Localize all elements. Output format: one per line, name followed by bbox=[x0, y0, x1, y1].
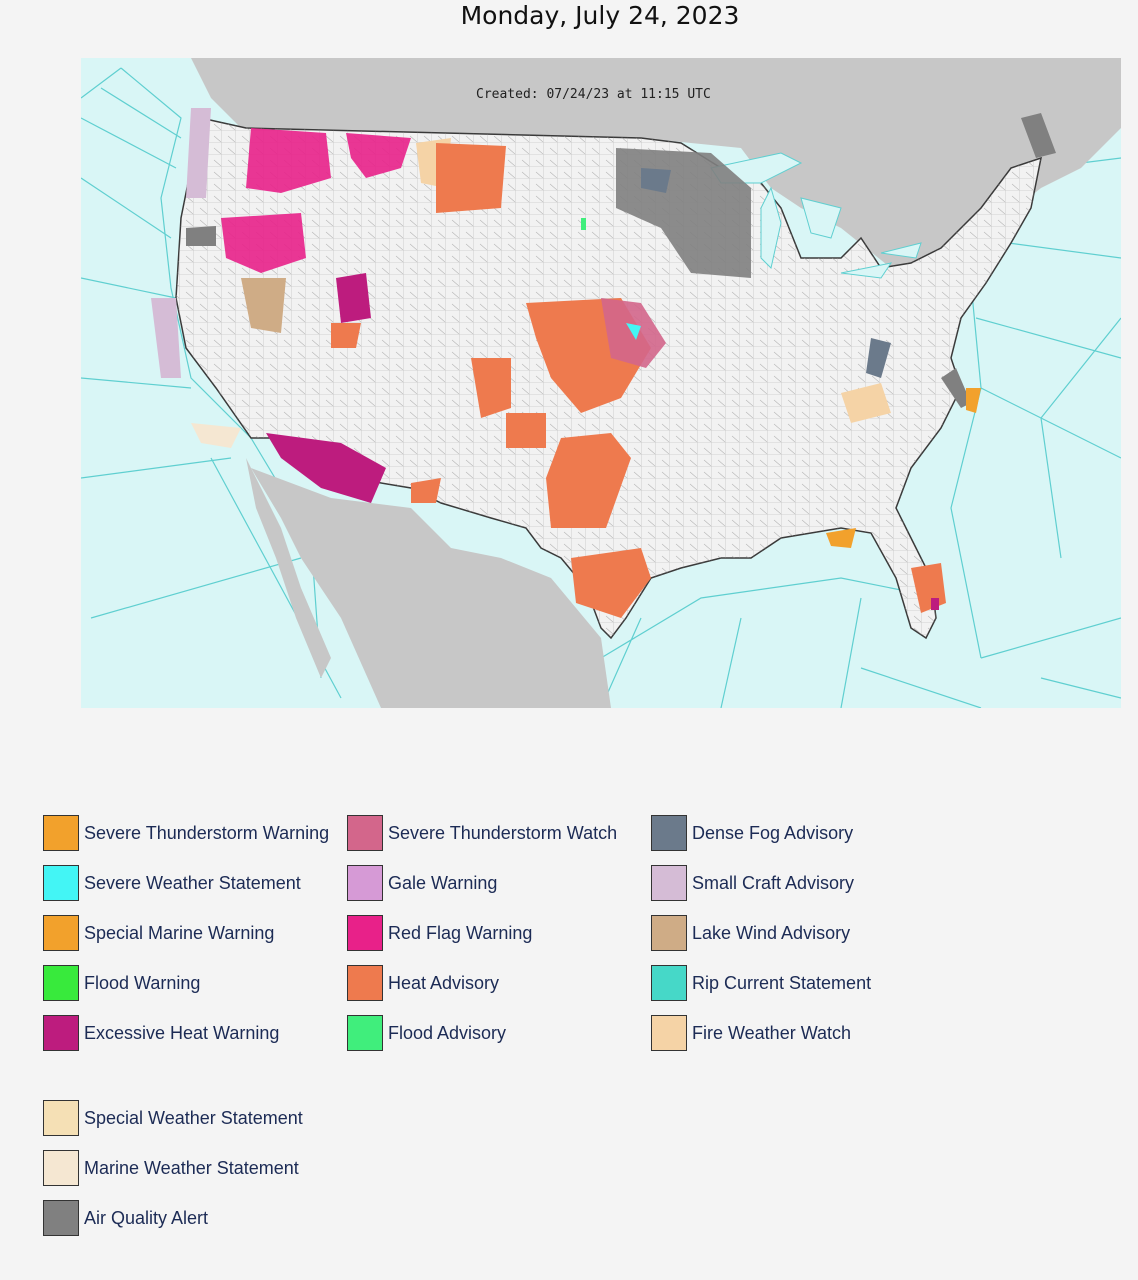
baja-land bbox=[246, 458, 331, 678]
legend-swatch bbox=[43, 1015, 79, 1051]
legend-swatch bbox=[347, 865, 383, 901]
legend-item-gale-warning: Gale Warning bbox=[347, 863, 497, 903]
canada-land bbox=[191, 58, 1121, 268]
legend-item-severe-thunderstorm-warning: Severe Thunderstorm Warning bbox=[43, 813, 329, 853]
legend-label: Fire Weather Watch bbox=[692, 1022, 852, 1043]
legend-swatch bbox=[43, 1100, 79, 1136]
legend-swatch bbox=[347, 1015, 383, 1051]
alert-polygons bbox=[151, 108, 1056, 618]
legend-swatch bbox=[651, 815, 687, 851]
legend-item-fire-weather-watch: Fire Weather Watch bbox=[651, 1013, 851, 1053]
dense-fog-advisory-va bbox=[866, 338, 891, 378]
legend-item-severe-weather-statement: Severe Weather Statement bbox=[43, 863, 301, 903]
heat-advisory-co bbox=[471, 358, 511, 418]
legend-label: Red Flag Warning bbox=[388, 922, 533, 943]
excessive-heat-warning-az bbox=[266, 433, 386, 503]
heat-advisory-tx bbox=[546, 433, 631, 528]
excessive-heat-warning-fl bbox=[931, 598, 939, 610]
legend-swatch bbox=[347, 915, 383, 951]
legend-item-severe-thunderstorm-watch: Severe Thunderstorm Watch bbox=[347, 813, 617, 853]
heat-advisory-ok bbox=[506, 413, 546, 448]
flood-advisory bbox=[581, 218, 586, 230]
legend-swatch bbox=[43, 1200, 79, 1236]
legend-swatch bbox=[651, 865, 687, 901]
legend-label: Special Marine Warning bbox=[84, 922, 275, 943]
legend-item-small-craft-advisory: Small Craft Advisory bbox=[651, 863, 854, 903]
legend-label: Lake Wind Advisory bbox=[692, 922, 851, 943]
legend-item-air-quality-alert: Air Quality Alert bbox=[43, 1198, 208, 1238]
legend-label: Severe Thunderstorm Warning bbox=[84, 822, 330, 843]
created-stamp: Created: 07/24/23 at 11:15 UTC bbox=[476, 87, 711, 102]
legend-item-marine-weather-statement: Marine Weather Statement bbox=[43, 1148, 299, 1188]
lake-wind-advisory bbox=[241, 278, 286, 333]
legend-swatch bbox=[43, 865, 79, 901]
legend-label: Special Weather Statement bbox=[84, 1107, 303, 1128]
legend-item-red-flag-warning: Red Flag Warning bbox=[347, 913, 532, 953]
legend-label: Severe Thunderstorm Watch bbox=[388, 822, 618, 843]
small-craft-advisory-wa bbox=[186, 108, 211, 198]
legend-label: Dense Fog Advisory bbox=[692, 822, 854, 843]
air-quality-alert-nc bbox=[941, 368, 971, 408]
severe-thunderstorm-warning-fl bbox=[826, 528, 856, 548]
heat-advisory-nm bbox=[411, 478, 441, 503]
legend-swatch bbox=[43, 815, 79, 851]
legend-label: Flood Advisory bbox=[388, 1022, 507, 1043]
legend-label: Gale Warning bbox=[388, 872, 498, 893]
legend-label: Excessive Heat Warning bbox=[84, 1022, 280, 1043]
heat-advisory-tx-coast bbox=[571, 548, 651, 618]
legend-label: Air Quality Alert bbox=[84, 1207, 209, 1228]
legend-item-rip-current-statement: Rip Current Statement bbox=[651, 963, 871, 1003]
legend-item-special-weather-statement: Special Weather Statement bbox=[43, 1098, 303, 1138]
legend-swatch bbox=[651, 965, 687, 1001]
small-craft-advisory-ca bbox=[151, 298, 181, 378]
heat-advisory-ut bbox=[331, 323, 361, 348]
air-quality-alert-or bbox=[186, 226, 216, 246]
legend-swatch bbox=[43, 1150, 79, 1186]
legend-swatch bbox=[347, 965, 383, 1001]
legend-label: Marine Weather Statement bbox=[84, 1157, 299, 1178]
legend-label: Severe Weather Statement bbox=[84, 872, 301, 893]
legend-item-dense-fog-advisory: Dense Fog Advisory bbox=[651, 813, 853, 853]
legend-label: Small Craft Advisory bbox=[692, 872, 855, 893]
legend-item-lake-wind-advisory: Lake Wind Advisory bbox=[651, 913, 850, 953]
legend-item-special-marine-warning: Special Marine Warning bbox=[43, 913, 274, 953]
page-title: Monday, July 24, 2023 bbox=[460, 1, 740, 30]
legend-item-excessive-heat-warning: Excessive Heat Warning bbox=[43, 1013, 279, 1053]
legend-label: Heat Advisory bbox=[388, 972, 500, 993]
severe-weather-statement bbox=[626, 323, 641, 340]
legend-swatch bbox=[43, 965, 79, 1001]
legend-item-flood-advisory: Flood Advisory bbox=[347, 1013, 506, 1053]
legend-item-heat-advisory: Heat Advisory bbox=[347, 963, 499, 1003]
air-quality-alert-me bbox=[1021, 113, 1056, 158]
marine-weather-statement bbox=[191, 423, 241, 448]
us-map-svg: Created: 07/24/23 at 11:15 UTC bbox=[81, 58, 1121, 708]
red-flag-warning-mt bbox=[346, 133, 411, 178]
legend-item-flood-warning: Flood Warning bbox=[43, 963, 200, 1003]
special-marine-warning bbox=[966, 388, 981, 413]
legend-swatch bbox=[43, 915, 79, 951]
red-flag-warning-wa bbox=[246, 128, 331, 193]
dense-fog-advisory-mn bbox=[641, 168, 671, 193]
legend-swatch bbox=[651, 915, 687, 951]
legend-label: Flood Warning bbox=[84, 972, 201, 993]
heat-advisory-mt bbox=[436, 143, 506, 213]
mexico-land bbox=[251, 468, 611, 708]
excessive-heat-warning-ut bbox=[336, 273, 371, 323]
legend-swatch bbox=[347, 815, 383, 851]
legend-swatch bbox=[651, 1015, 687, 1051]
fire-weather-watch-va bbox=[841, 383, 891, 423]
weather-alerts-map[interactable]: Created: 07/24/23 at 11:15 UTC bbox=[81, 58, 1121, 708]
red-flag-warning-or bbox=[221, 213, 306, 273]
legend-label: Rip Current Statement bbox=[692, 972, 872, 993]
